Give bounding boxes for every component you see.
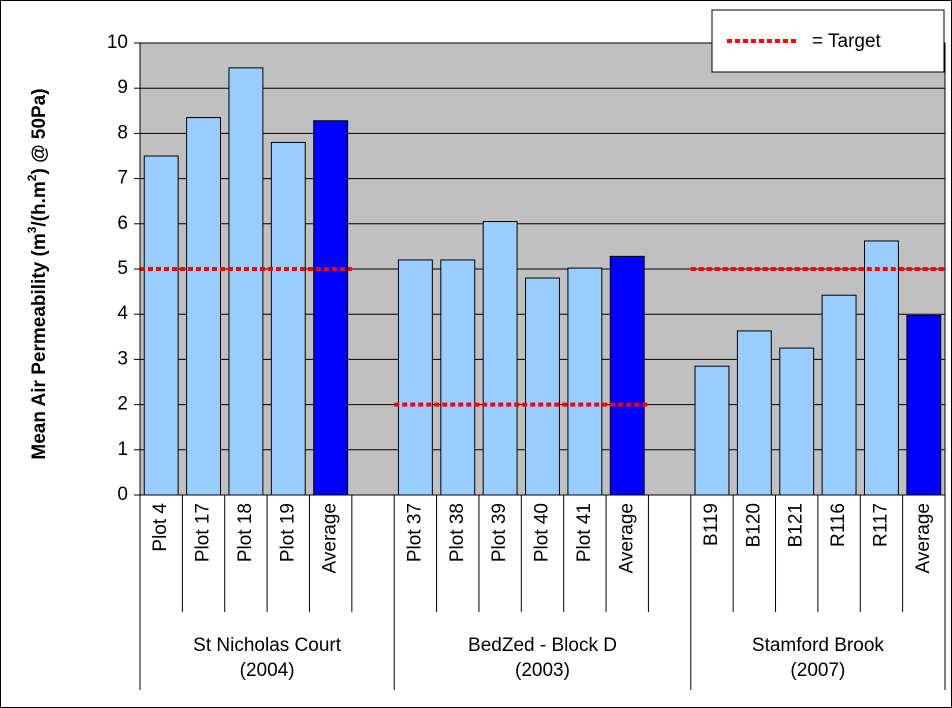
y-axis-label-part: /(h.m: [29, 181, 50, 226]
group-label: St Nicholas Court: [193, 635, 342, 656]
x-tick-label: Plot 19: [277, 503, 298, 562]
x-tick-label: Plot 39: [489, 503, 510, 562]
legend-label: = Target: [812, 31, 882, 52]
y-tick-label: 1: [117, 439, 128, 460]
y-tick-label: 7: [117, 168, 128, 189]
x-tick-label: R117: [870, 503, 891, 547]
x-tick-label: Plot 4: [150, 503, 171, 552]
x-tick-label: Plot 17: [193, 503, 214, 562]
x-tick-label: Plot 18: [235, 503, 256, 562]
bar: [313, 120, 349, 496]
y-tick-label: 9: [117, 77, 128, 98]
x-tick-label: B119: [701, 503, 722, 546]
bar: [694, 365, 730, 496]
x-tick-label: B120: [743, 503, 764, 547]
bar: [186, 117, 222, 496]
y-tick-label: 6: [117, 213, 128, 234]
y-tick-label: 8: [117, 122, 128, 143]
x-tick-label: B121: [786, 503, 807, 547]
bar: [440, 259, 476, 496]
x-tick-label: Plot 41: [574, 503, 595, 562]
y-axis-label-part: 3: [25, 226, 39, 233]
bar: [143, 155, 179, 496]
x-tick-label: Average: [320, 503, 341, 573]
x-tick-label: Plot 40: [532, 503, 553, 562]
y-tick-label: 4: [117, 303, 128, 324]
bar: [482, 221, 518, 496]
bar: [906, 315, 942, 496]
group-label: Stamford Brook: [752, 635, 884, 656]
legend-box: [711, 9, 945, 73]
bar: [779, 347, 815, 496]
group-label: (2003): [515, 660, 570, 681]
bar: [525, 277, 560, 496]
y-axis-label-part: Mean Air Permeability (m: [29, 233, 50, 459]
plot-border: [139, 42, 946, 496]
group-label: BedZed - Block D: [468, 635, 617, 656]
x-tick-label: Plot 37: [404, 503, 425, 562]
group-label: (2007): [790, 660, 845, 681]
y-tick-label: 5: [117, 258, 128, 279]
y-axis-label: Mean Air Permeability (m3/(h.m2) @ 50Pa): [25, 88, 50, 459]
x-tick-label: Average: [913, 503, 934, 573]
bar: [736, 330, 772, 496]
x-tick-label: Average: [616, 503, 637, 573]
bar: [864, 240, 899, 496]
bar: [821, 294, 857, 496]
y-axis-label-part: 2: [25, 174, 39, 181]
x-tick-label: R116: [828, 503, 849, 547]
bar: [397, 259, 433, 496]
group-label: (2004): [240, 660, 295, 681]
bar: [609, 255, 645, 496]
y-tick-label: 10: [107, 32, 128, 53]
y-tick-label: 3: [117, 348, 128, 369]
y-axis-label-part: ) @ 50Pa): [29, 88, 50, 174]
bar: [228, 67, 264, 496]
x-tick-label: Plot 38: [447, 503, 468, 562]
y-tick-label: 2: [117, 394, 128, 415]
bar: [270, 141, 306, 496]
bar: [567, 267, 603, 496]
y-tick-label: 0: [117, 484, 128, 505]
